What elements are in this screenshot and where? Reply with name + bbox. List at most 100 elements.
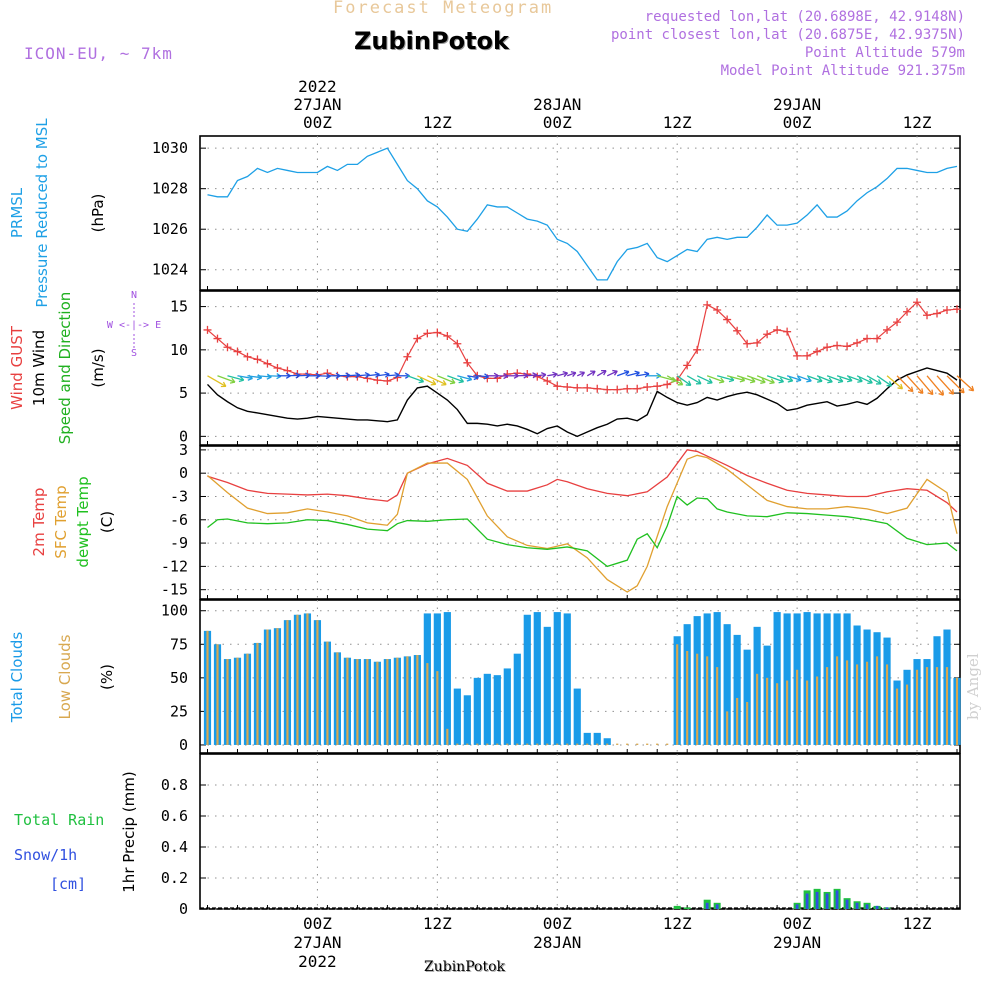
gust-point: [223, 343, 232, 352]
wind-arrow: [916, 375, 934, 395]
snow-bar: [835, 890, 839, 909]
low-cloud-bar: [576, 743, 579, 745]
snow-bar: [805, 893, 809, 909]
low-cloud-bar: [716, 667, 719, 745]
wind-arrow: [417, 375, 437, 385]
ytick-label: -3: [170, 487, 188, 505]
wind-direction-label: Speed and Direction: [56, 292, 74, 445]
wind-arrow-head: [579, 371, 586, 377]
compass-we-label: W <-|-> E: [107, 320, 161, 331]
wind-arrow: [936, 375, 955, 395]
pressure-label-full: Pressure Reduced to MSL: [33, 118, 51, 308]
wind-arrow: [387, 374, 400, 377]
time-label-top: 28JAN: [533, 95, 581, 114]
gust-point: [823, 343, 832, 352]
low-cloud-bar: [276, 628, 279, 745]
wind-arrow-head: [948, 389, 955, 395]
wind-arrow: [586, 370, 596, 377]
wind-arrow: [946, 375, 965, 394]
wind-arrow: [457, 375, 472, 381]
low-cloud-bar: [386, 659, 389, 745]
wind-arrow: [367, 373, 380, 377]
wind-arrow: [856, 375, 873, 384]
low-cloud-bar: [686, 651, 689, 745]
low-cloud-bar: [766, 677, 769, 745]
wind-arrow: [637, 373, 650, 377]
gust-point: [573, 383, 582, 392]
wind-arrow-head: [473, 373, 479, 381]
low-cloud-bar: [826, 667, 829, 745]
rain-bar: [673, 905, 681, 909]
total-clouds-label: Total Clouds: [8, 632, 26, 724]
snow-bar: [875, 905, 879, 909]
footer-station: ZubinPotok: [424, 959, 506, 975]
wind-arrow-head: [685, 380, 692, 386]
total-cloud-bar: [773, 612, 781, 745]
time-label-bottom: 00Z: [543, 914, 572, 933]
wind-arrow-head: [806, 376, 812, 383]
wind-arrow: [527, 374, 538, 377]
ytick-label: 1024: [152, 261, 188, 279]
wind-arrow: [217, 375, 236, 383]
total-cloud-bar: [523, 614, 531, 745]
wind-arrow: [776, 375, 793, 382]
wind-arrow: [357, 374, 370, 377]
gust-label: Wind GUST: [8, 325, 26, 410]
gust-point: [953, 305, 962, 314]
low-cloud-bar: [706, 656, 709, 745]
pressure-unit: (hPa): [89, 194, 107, 233]
wind-arrow-head: [503, 372, 509, 380]
low-cloud-bar: [506, 743, 509, 745]
ytick-label: 0: [179, 427, 188, 445]
gust-point: [643, 383, 652, 392]
low-cloud-bar: [626, 743, 629, 745]
wind-arrow: [347, 374, 360, 377]
snow-bar: [815, 891, 819, 909]
ytick-label: 100: [161, 602, 188, 620]
wind-arrow-head: [707, 378, 713, 384]
wind-arrow-head: [827, 377, 833, 384]
wind-arrow-head: [384, 371, 390, 378]
gust-point: [683, 361, 692, 370]
low-cloud-bar: [905, 684, 909, 745]
wind-arrow-head: [677, 380, 684, 386]
gust-point: [763, 330, 772, 339]
low-cloud-bar: [316, 620, 319, 745]
ytick-label: 1028: [152, 180, 188, 198]
snow-bar: [885, 907, 889, 909]
low-cloud-bar: [726, 711, 729, 745]
wind-arrow-head: [886, 381, 893, 387]
wind-arrow: [806, 375, 823, 382]
gust-point: [663, 380, 672, 389]
wind-arrow-head: [532, 372, 538, 379]
wind-arrow-head: [418, 377, 425, 384]
panel-frame-wind: [199, 290, 961, 446]
wind-arrow-head: [562, 371, 569, 378]
low-cloud-bar: [526, 743, 529, 745]
overlay-title: Forecast Meteogram: [333, 0, 554, 18]
gust-point: [803, 351, 812, 360]
snow-label: Snow/1h: [14, 846, 77, 864]
wind-arrow-head: [817, 376, 823, 383]
wind-arrow: [786, 375, 802, 381]
wind-arrow: [617, 370, 630, 377]
ytick-label: 0: [179, 464, 188, 482]
wind-arrow: [447, 375, 464, 383]
low-cloud-bar: [836, 656, 839, 745]
compass-n-label: N: [131, 290, 137, 301]
model-label: ICON-EU, ~ 7km: [24, 44, 173, 63]
total-cloud-bar: [533, 612, 541, 745]
gust-point: [833, 341, 842, 350]
snow-bar: [795, 904, 799, 909]
gust-point: [463, 358, 472, 367]
time-label-top: 12Z: [903, 113, 932, 132]
wind-arrow-head: [612, 369, 618, 376]
gust-point: [893, 318, 902, 327]
ytick-label: 0.4: [161, 838, 188, 856]
wind-arrow: [627, 371, 640, 377]
model-altitude: Model Point Altitude 921.375m: [720, 63, 965, 79]
low-cloud-bar: [476, 743, 479, 745]
wind-arrow-head: [540, 372, 547, 379]
temp-label: 2m Temp: [30, 488, 48, 557]
